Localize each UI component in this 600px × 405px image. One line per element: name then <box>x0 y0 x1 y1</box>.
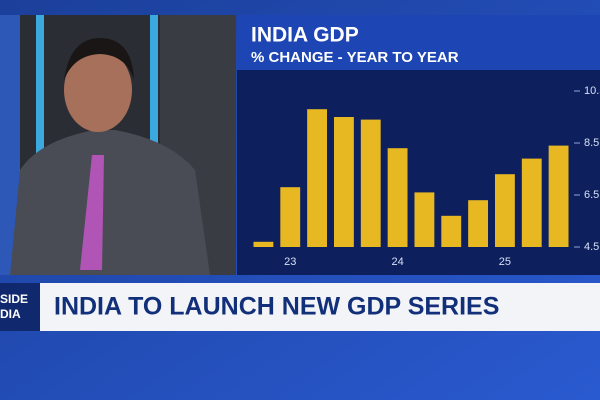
y-tick-label: 4.5 <box>584 241 599 253</box>
bar <box>468 200 489 247</box>
chart-subtitle: % CHANGE - YEAR TO YEAR <box>251 49 459 66</box>
bar <box>494 174 515 247</box>
bar <box>521 158 542 247</box>
headline: INDIA TO LAUNCH NEW GDP SERIES <box>54 293 499 321</box>
bar <box>441 215 462 247</box>
bar <box>360 119 381 247</box>
logo-box <box>0 283 40 331</box>
chart-header <box>237 15 600 70</box>
bar <box>387 148 408 247</box>
bar <box>414 192 435 247</box>
logo-text: SIDE <box>0 292 28 306</box>
video-feed <box>0 15 236 275</box>
y-tick-label: 10.5 <box>584 85 600 97</box>
bar <box>333 117 354 247</box>
lower-third <box>0 283 600 331</box>
y-tick-label: 8.5 <box>584 137 599 149</box>
bar <box>548 145 569 247</box>
bar <box>280 187 301 247</box>
logo-text: DIA <box>0 307 21 321</box>
x-tick-label: 23 <box>284 256 296 268</box>
x-tick-label: 25 <box>499 256 511 268</box>
chart-title: INDIA GDP <box>251 24 359 47</box>
x-tick-label: 24 <box>391 256 403 268</box>
bar <box>307 109 328 247</box>
bar <box>253 241 274 247</box>
y-tick-label: 6.5 <box>584 189 599 201</box>
